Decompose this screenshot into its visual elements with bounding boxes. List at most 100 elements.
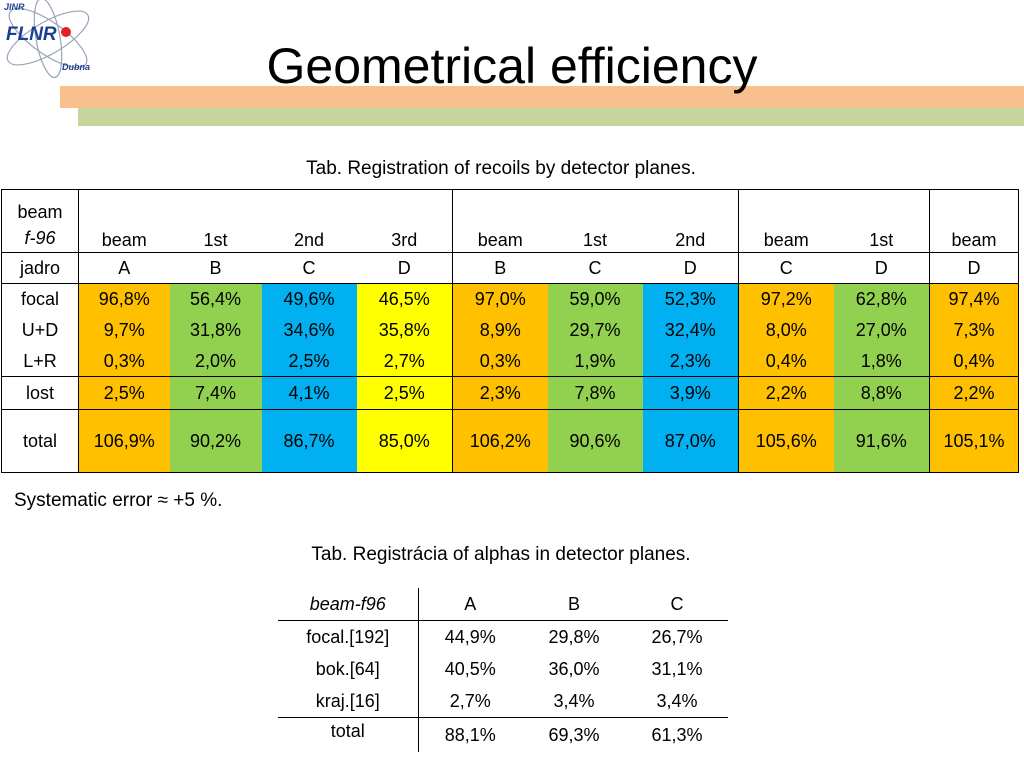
corner-cell: beam f-96	[1, 189, 79, 253]
alphas-total-cell: 88,1%	[418, 717, 522, 752]
jadro-cell: D	[642, 252, 739, 284]
plane-header-cell: beam	[452, 189, 548, 253]
logo-jinr-text: JINR	[4, 2, 25, 12]
recoils-value-cell: 8,9%	[452, 314, 548, 346]
recoils-value-cell: 2,3%	[642, 346, 739, 377]
recoils-value-cell: 35,8%	[356, 314, 453, 346]
recoils-value-cell: 2,0%	[169, 346, 262, 377]
recoils-value-cell: 2,7%	[356, 346, 453, 377]
recoils-row: focal 96,8% 56,4% 49,6% 46,5% 97,0% 59,0% 52,3%…	[1, 283, 1019, 314]
recoils-value-cell: 52,3%	[642, 283, 739, 314]
title-underline-green	[78, 108, 1024, 126]
plane-header-cell: 1st	[547, 189, 643, 253]
recoils-value-cell: 1,9%	[547, 346, 643, 377]
plane-header-cell: 2nd	[261, 189, 357, 253]
plane-header-cell: 2nd	[642, 189, 739, 253]
plane-header-row: beam f-96 beam 1st 2nd 3rd beam 1st 2nd …	[1, 189, 1019, 253]
alphas-cell: 2,7%	[449, 691, 491, 711]
recoils-value-cell: 9,7%	[78, 314, 170, 346]
plane-header-cell: 1st	[169, 189, 262, 253]
alphas-row-label: kraj.[16]	[278, 685, 419, 718]
recoils-value-cell: 96,8%	[78, 283, 170, 314]
alphas-header-cell: beam-f96	[278, 588, 419, 621]
corner-f96-label: f-96	[24, 228, 56, 248]
recoils-value-cell: 2,5%	[356, 376, 453, 410]
alphas-cell: 3,4%	[656, 691, 698, 711]
recoils-value-cell: 0,4%	[929, 346, 1019, 377]
recoils-value-cell: 86,7%	[261, 409, 357, 473]
alphas-total-cell: 69,3%	[522, 717, 626, 752]
title-underline-orange	[60, 86, 1024, 108]
recoils-value-cell: 3,9%	[642, 376, 739, 410]
recoils-value-cell: 91,6%	[833, 409, 930, 473]
recoils-table-body: focal 96,8% 56,4% 49,6% 46,5% 97,0% 59,0% 52,3%…	[1, 283, 1019, 473]
recoils-value-cell: 0,3%	[452, 346, 548, 377]
slide-title: Geometrical efficiency	[266, 38, 758, 94]
jadro-cell: B	[452, 252, 548, 284]
table1-caption: Tab. Registration of recoils by detector…	[306, 158, 696, 179]
recoils-row-label: U+D	[1, 314, 79, 346]
recoils-row: L+R 0,3% 2,0% 2,5% 2,7% 0,3% 1,9% 2,3% 0,4% 1,8% 0…	[1, 346, 1019, 377]
recoils-value-cell: 2,5%	[78, 376, 170, 410]
alphas-total-row: total 88,1% 69,3% 61,3%	[278, 717, 728, 752]
recoils-row: lost 2,5% 7,4% 4,1% 2,5% 2,3% 7,8% 3,9% 2,2% 8,8%…	[1, 376, 1019, 410]
recoils-value-cell: 7,3%	[929, 314, 1019, 346]
plane-header-cell: beam	[738, 189, 834, 253]
recoils-value-cell: 90,6%	[547, 409, 643, 473]
jadro-row: jadro A B C D B C D C D D	[1, 252, 1019, 284]
plane-header-cell: 3rd	[356, 189, 453, 253]
recoils-value-cell: 8,0%	[738, 314, 834, 346]
recoils-value-cell: 90,2%	[169, 409, 262, 473]
recoils-value-cell: 1,8%	[833, 346, 930, 377]
recoils-value-cell: 7,4%	[169, 376, 262, 410]
recoils-value-cell: 97,4%	[929, 283, 1019, 314]
alphas-header-cell: C	[626, 588, 728, 621]
recoils-table: beam f-96 beam 1st 2nd 3rd beam 1st 2nd …	[1, 189, 1019, 473]
alphas-total-label: total	[278, 717, 419, 752]
flnr-logo: JINR FLNR Dubna	[0, 0, 110, 82]
recoils-value-cell: 46,5%	[356, 283, 453, 314]
recoils-value-cell: 106,2%	[452, 409, 548, 473]
recoils-value-cell: 31,8%	[169, 314, 262, 346]
recoils-value-cell: 87,0%	[642, 409, 739, 473]
alphas-total-cell: 61,3%	[626, 717, 728, 752]
recoils-value-cell: 97,0%	[452, 283, 548, 314]
alphas-row: bok.[64] 40,5% 36,0% 31,1%	[278, 653, 728, 685]
alphas-header-row: beam-f96 A B C	[278, 588, 728, 621]
recoils-value-cell: 8,8%	[833, 376, 930, 410]
recoils-value-cell: 105,1%	[929, 409, 1019, 473]
alphas-header-cell: B	[522, 588, 626, 621]
recoils-value-cell: 59,0%	[547, 283, 643, 314]
jadro-label: jadro	[1, 252, 79, 284]
plane-header-cell: beam	[929, 189, 1019, 253]
recoils-value-cell: 106,9%	[78, 409, 170, 473]
recoils-value-cell: 32,4%	[642, 314, 739, 346]
alphas-cell: 29,8%	[548, 627, 600, 647]
recoils-row-label: lost	[1, 376, 79, 410]
logo-dot	[61, 27, 71, 37]
jadro-cell: C	[261, 252, 357, 284]
alphas-cell: 40,5%	[444, 659, 496, 679]
recoils-value-cell: 7,8%	[547, 376, 643, 410]
logo-flnr-text: FLNR	[6, 24, 57, 45]
jadro-cell: D	[929, 252, 1019, 284]
recoils-value-cell: 34,6%	[261, 314, 357, 346]
recoils-row-label: L+R	[1, 346, 79, 377]
jadro-cell: C	[547, 252, 643, 284]
recoils-value-cell: 2,5%	[261, 346, 357, 377]
recoils-value-cell: 2,2%	[738, 376, 834, 410]
alphas-cell: 36,0%	[548, 659, 600, 679]
recoils-value-cell: 0,4%	[738, 346, 834, 377]
jadro-cell: A	[78, 252, 170, 284]
jadro-cell: C	[738, 252, 834, 284]
atom-orbits-icon	[6, 0, 90, 79]
recoils-value-cell: 105,6%	[738, 409, 834, 473]
recoils-value-cell: 49,6%	[261, 283, 357, 314]
recoils-value-cell: 0,3%	[78, 346, 170, 377]
plane-header-cell: 1st	[833, 189, 930, 253]
systematic-error-note: Systematic error ≈ +5 %.	[14, 490, 223, 511]
recoils-value-cell: 2,2%	[929, 376, 1019, 410]
alphas-cell: 44,9%	[444, 627, 496, 647]
recoils-row: total 106,9% 90,2% 86,7% 85,0% 106,2% 90,6% 87,…	[1, 409, 1019, 473]
recoils-value-cell: 4,1%	[261, 376, 357, 410]
